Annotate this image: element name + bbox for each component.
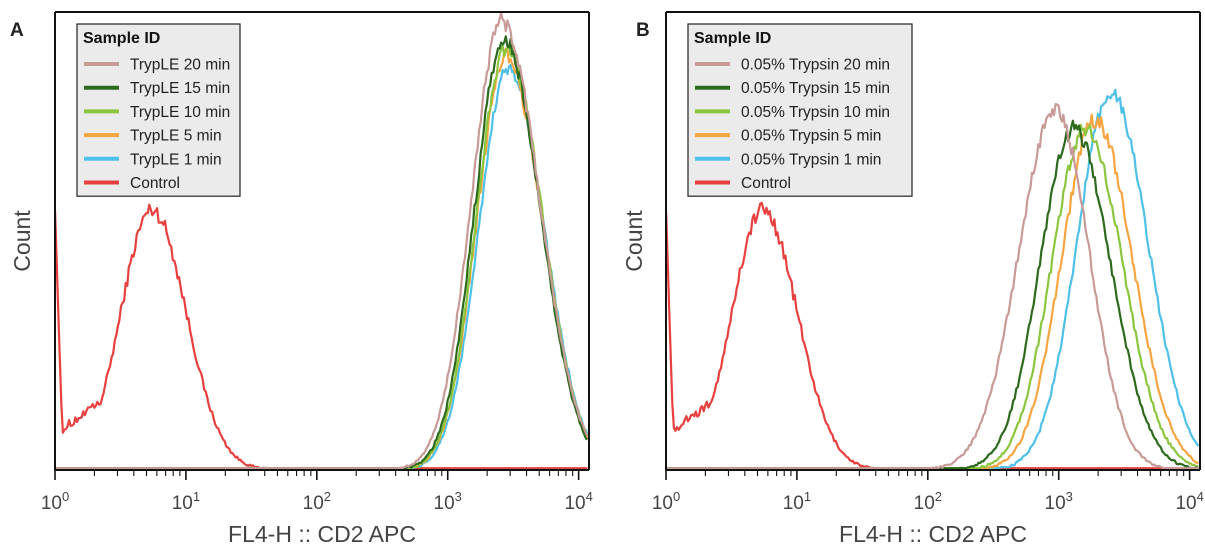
tick-label: 102 bbox=[303, 489, 331, 514]
legend-label: TrypLE 1 min bbox=[130, 151, 222, 168]
x-axis-label: FL4-H :: CD2 APC bbox=[228, 521, 416, 547]
series-line-tryple-20-min bbox=[55, 12, 589, 470]
tick-label: 100 bbox=[41, 489, 69, 514]
tick-label: 102 bbox=[914, 489, 942, 514]
x-axis-label: FL4-H :: CD2 APC bbox=[839, 521, 1027, 547]
tick-label: 104 bbox=[1175, 489, 1203, 514]
y-axis-label: Count bbox=[621, 210, 647, 272]
legend-label: TrypLE 20 min bbox=[130, 57, 230, 74]
legend-label: TrypLE 5 min bbox=[130, 128, 222, 145]
panel-label: A bbox=[10, 20, 24, 41]
tick-label: 103 bbox=[434, 489, 462, 514]
legend-title: Sample ID bbox=[694, 30, 771, 47]
legend-label: 0.05% Trypsin 5 min bbox=[741, 128, 881, 145]
legend-label: 0.05% Trypsin 15 min bbox=[741, 80, 890, 97]
series-group bbox=[664, 88, 1200, 470]
tick-label: 103 bbox=[1045, 489, 1073, 514]
series-line-0-05-trypsin-20-min bbox=[666, 103, 1199, 470]
legend-label: 0.05% Trypsin 1 min bbox=[741, 151, 881, 168]
legend-label: TrypLE 10 min bbox=[130, 104, 230, 121]
legend-label: Control bbox=[130, 175, 180, 192]
legend: Sample ID 0.05% Trypsin 20 min 0.05% Tryps… bbox=[687, 23, 913, 197]
tick-label: 101 bbox=[783, 489, 811, 514]
y-axis-label: Count bbox=[9, 210, 35, 272]
legend-label: 0.05% Trypsin 20 min bbox=[741, 57, 890, 74]
tick-label: 101 bbox=[172, 489, 200, 514]
tick-label: 100 bbox=[652, 489, 680, 514]
panel-label: B bbox=[636, 20, 650, 41]
series-group bbox=[53, 12, 589, 470]
tick-label: 104 bbox=[564, 489, 592, 514]
legend-label: Control bbox=[741, 175, 791, 192]
legend-label: TrypLE 15 min bbox=[130, 80, 230, 97]
legend-label: 0.05% Trypsin 10 min bbox=[741, 104, 890, 121]
series-line-control bbox=[53, 203, 588, 470]
legend-title: Sample ID bbox=[83, 30, 160, 47]
legend: Sample ID TrypLE 20 min TrypLE 15 min TrypL… bbox=[76, 23, 241, 197]
